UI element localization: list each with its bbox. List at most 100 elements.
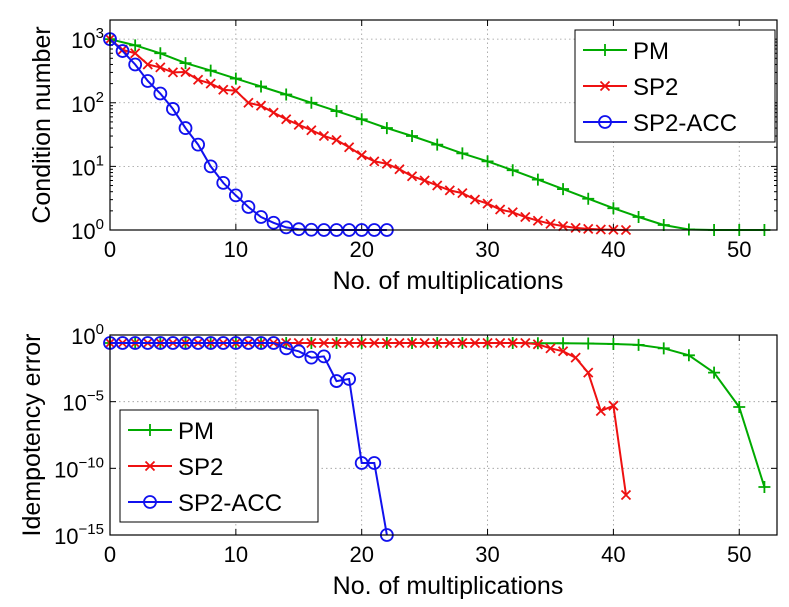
legend-marker — [144, 424, 156, 436]
data-point — [305, 96, 318, 109]
data-point — [545, 218, 556, 229]
legend-marker — [143, 495, 157, 509]
data-point — [406, 171, 418, 182]
x-axis-label: No. of multiplications — [333, 572, 564, 600]
legend-label: SP2-ACC — [633, 110, 737, 137]
data-point — [583, 367, 594, 378]
data-point — [469, 337, 481, 349]
data-point — [583, 223, 594, 235]
legend-label: SP2 — [633, 74, 678, 101]
data-point — [507, 207, 518, 218]
x-tick-label: 30 — [475, 237, 499, 262]
data-point — [431, 138, 444, 151]
data-point — [254, 210, 268, 224]
data-point — [115, 44, 130, 58]
data-point — [255, 80, 268, 93]
data-point — [620, 489, 632, 501]
legend-marker — [598, 115, 612, 129]
legend: PM SP2 SP2-ACC — [119, 409, 319, 523]
data-point — [203, 159, 218, 174]
data-point — [255, 100, 267, 111]
data-point — [444, 337, 455, 349]
legend-label: PM — [633, 38, 669, 65]
data-point — [419, 337, 430, 349]
data-point — [380, 122, 393, 135]
data-point — [657, 342, 670, 355]
data-point — [557, 346, 569, 357]
data-point — [432, 180, 443, 191]
data-point — [204, 64, 217, 77]
data-point — [507, 337, 518, 349]
data-point — [456, 147, 469, 160]
x-tick-label: 20 — [349, 237, 373, 262]
data-point — [469, 194, 481, 205]
data-point — [419, 175, 430, 186]
legend-label: PM — [178, 418, 214, 445]
data-point — [154, 47, 167, 60]
data-point — [545, 343, 556, 354]
data-point — [506, 164, 519, 177]
data-point — [570, 222, 581, 234]
data-point — [230, 85, 241, 96]
data-point — [406, 337, 418, 349]
axes-frame — [109, 334, 778, 536]
data-point — [608, 400, 619, 411]
legend-marker — [144, 460, 156, 472]
data-point — [481, 155, 494, 168]
y-tick-label: 100 — [71, 321, 104, 349]
data-point — [229, 72, 242, 85]
data-point — [191, 137, 205, 152]
data-point — [607, 338, 620, 351]
data-point — [318, 130, 330, 142]
x-tick-label: 10 — [224, 237, 248, 262]
series-sp2 — [104, 34, 632, 236]
data-point — [228, 188, 243, 203]
y-tick-label: 10−10 — [54, 454, 104, 482]
data-point — [582, 192, 595, 205]
data-point — [557, 337, 570, 350]
x-tick-label: 10 — [224, 542, 248, 567]
data-point — [179, 57, 192, 70]
data-point — [130, 48, 141, 59]
data-point — [180, 66, 191, 78]
data-point — [457, 337, 468, 349]
data-point — [708, 366, 721, 379]
data-point — [153, 86, 168, 101]
data-point — [570, 352, 581, 363]
x-axis-label: No. of multiplications — [333, 267, 564, 295]
y-tick-label: 103 — [71, 25, 104, 53]
data-point — [342, 372, 357, 386]
legend-marker — [599, 80, 611, 92]
data-point — [343, 142, 355, 153]
data-point — [281, 114, 292, 125]
data-point — [129, 39, 142, 52]
data-point — [432, 337, 443, 349]
data-point — [331, 134, 342, 146]
data-point — [381, 158, 393, 169]
data-point — [356, 337, 367, 349]
data-point — [532, 339, 544, 350]
data-point — [192, 74, 204, 85]
legend-entry: SP2-ACC — [128, 490, 282, 517]
data-point — [329, 374, 344, 388]
data-point — [632, 338, 645, 351]
data-point — [306, 125, 317, 136]
data-point — [280, 88, 293, 101]
data-point — [279, 341, 294, 356]
legend-entry: PM — [128, 418, 214, 445]
data-point — [494, 204, 506, 215]
legend-entry: SP2 — [583, 74, 678, 101]
data-point — [205, 78, 216, 89]
data-point — [318, 337, 330, 349]
data-point — [582, 337, 595, 350]
data-point — [369, 337, 380, 349]
data-point — [394, 164, 405, 175]
data-point — [331, 337, 342, 349]
data-point — [266, 215, 281, 230]
data-point — [306, 337, 317, 349]
data-point — [482, 337, 493, 349]
data-point — [682, 349, 695, 362]
data-point — [142, 59, 153, 70]
data-point — [595, 405, 606, 417]
